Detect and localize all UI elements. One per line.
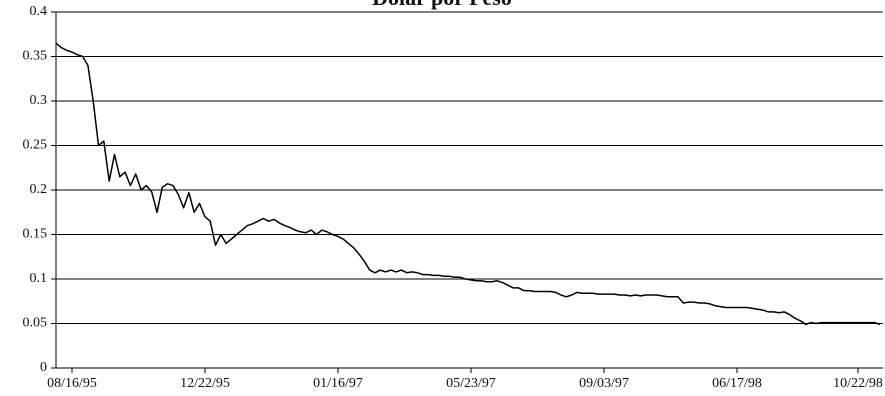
series-layer [55, 42, 881, 326]
y-tick-label: 0.25 [23, 138, 48, 153]
chart-title: Dolar por Peso [372, 0, 512, 10]
gridlines [56, 11, 883, 324]
y-tick-labels: 0 0.05 0.1 0.15 0.2 0.25 0.3 0.35 0.4 [23, 4, 48, 375]
x-tick-label: 05/23/97 [446, 376, 496, 391]
axes [51, 11, 883, 373]
x-tick-label: 09/03/97 [579, 376, 629, 391]
y-tick-label: 0.3 [30, 93, 48, 108]
y-tick-label: 0.15 [23, 227, 48, 242]
x-tick-label: 06/17/98 [712, 376, 762, 391]
y-tick-label: 0 [40, 360, 47, 375]
x-tick-label: 10/22/98 [833, 376, 883, 391]
y-tick-label: 0.05 [23, 316, 48, 331]
y-tick-label: 0.2 [30, 182, 48, 197]
x-tick-label: 01/16/97 [313, 376, 363, 391]
y-tick-label: 0.35 [23, 49, 48, 64]
x-tick-label: 08/16/95 [47, 376, 97, 391]
y-tick-label: 0.1 [30, 271, 48, 286]
series-line [55, 42, 881, 326]
x-tick-labels: 08/16/95 12/22/95 01/16/97 05/23/97 09/03/97… [47, 376, 883, 391]
x-tick-label: 12/22/95 [180, 376, 230, 391]
y-tick-label: 0.4 [30, 4, 48, 19]
